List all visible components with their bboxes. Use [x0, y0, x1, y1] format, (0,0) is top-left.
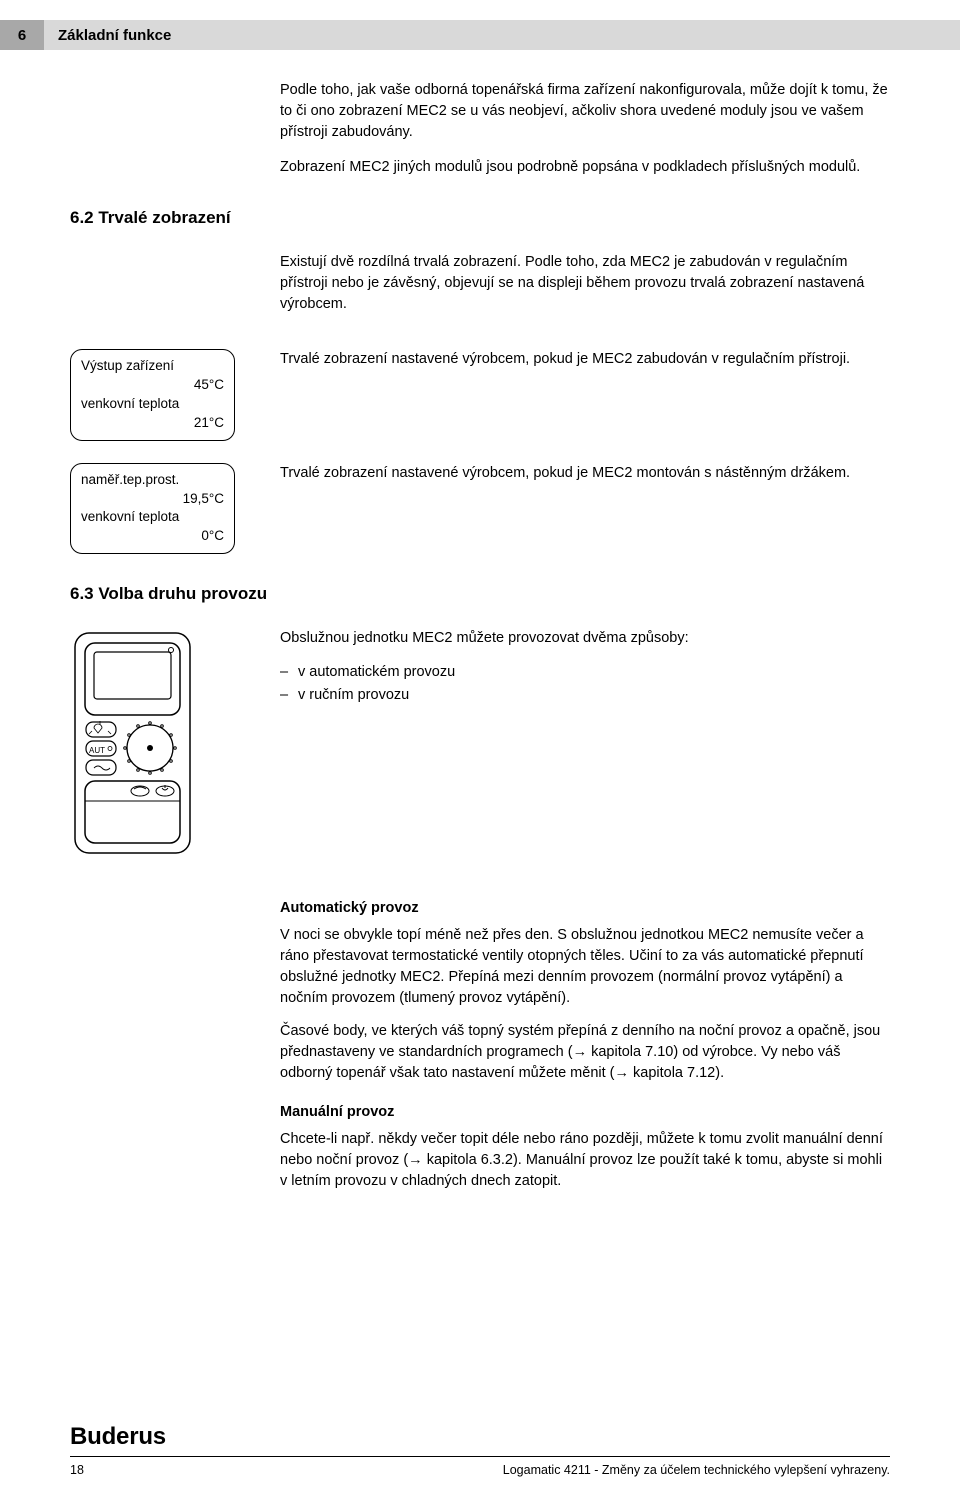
man-p1: Chcete-li např. někdy večer topit déle n…	[280, 1129, 890, 1192]
display1-value1: 45°C	[81, 376, 224, 395]
sect63-intro: Obslužnou jednotku MEC2 můžete provozova…	[280, 628, 890, 649]
intro-p1: Podle toho, jak vaše odborná topenářská …	[280, 80, 890, 143]
section-6-2-heading: 6.2 Trvalé zobrazení	[70, 208, 890, 228]
display-box-2: naměř.tep.prost. 19,5°C venkovní teplota…	[70, 463, 235, 555]
display2-label1: naměř.tep.prost.	[81, 471, 224, 490]
sect63-li2: v ručním provozu	[280, 684, 890, 707]
man-heading: Manuální provoz	[280, 1102, 890, 1123]
sect62-p2: Trvalé zobrazení nastavené výrobcem, pok…	[280, 349, 890, 370]
intro-block: Podle toho, jak vaše odborná topenářská …	[280, 80, 890, 178]
sect63-list: v automatickém provozu v ručním provozu	[280, 661, 890, 707]
auto-p2: Časové body, ve kterých váš topný systém…	[280, 1021, 890, 1084]
buderus-logo: Buderus	[70, 1423, 890, 1451]
auto-heading: Automatický provoz	[280, 898, 890, 919]
page-footer: Buderus 18 Logamatic 4211 - Změny za úče…	[0, 1423, 960, 1477]
sect63-li1: v automatickém provozu	[280, 661, 890, 684]
display1-label1: Výstup zařízení	[81, 357, 224, 376]
mec2-device-icon: AUT	[70, 628, 195, 858]
chapter-header: 6 Základní funkce	[0, 20, 960, 50]
sect62-p1: Existují dvě rozdílná trvalá zobrazení. …	[280, 252, 890, 315]
svg-text:AUT: AUT	[89, 746, 105, 755]
chapter-number: 6	[0, 20, 44, 50]
chapter-title: Základní funkce	[44, 27, 171, 44]
display2-value2: 0°C	[81, 527, 224, 546]
display2-value1: 19,5°C	[81, 490, 224, 509]
display2-label2: venkovní teplota	[81, 508, 224, 527]
display-box-1: Výstup zařízení 45°C venkovní teplota 21…	[70, 349, 235, 441]
sect62-p3: Trvalé zobrazení nastavené výrobcem, pok…	[280, 463, 890, 484]
section-6-3-heading: 6.3 Volba druhu provozu	[70, 584, 890, 604]
display1-label2: venkovní teplota	[81, 395, 224, 414]
intro-p2: Zobrazení MEC2 jiných modulů jsou podrob…	[280, 157, 890, 178]
auto-p1: V noci se obvykle topí méně než přes den…	[280, 925, 890, 1009]
display1-value2: 21°C	[81, 414, 224, 433]
